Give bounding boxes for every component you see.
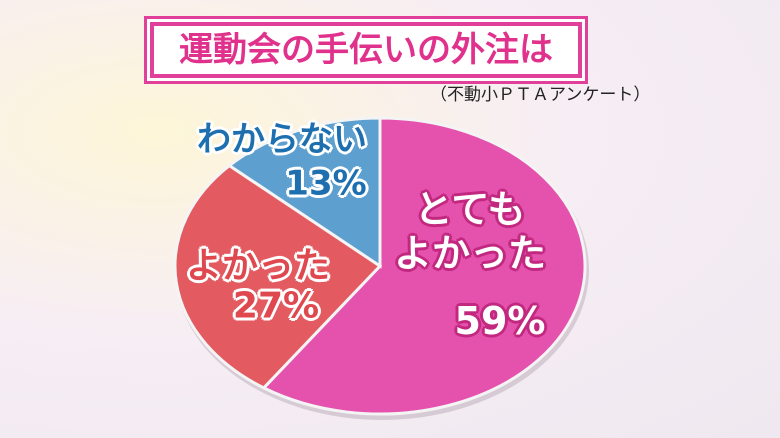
slice-label: わからない <box>197 119 367 160</box>
slice-label: よかった <box>185 245 331 287</box>
value-label: 59% <box>454 299 546 344</box>
pie-slice <box>173 163 383 390</box>
pie-slice <box>226 116 382 269</box>
pie-slice <box>261 116 587 416</box>
chart-subtitle: （不動小ＰＴＡアンケート） <box>430 85 651 105</box>
slice-label: とても よかった <box>393 187 547 275</box>
value-label: 13% <box>285 163 367 204</box>
value-label: 27% <box>232 285 320 327</box>
chart-title: 運動会の手伝いの外注は <box>150 22 582 78</box>
